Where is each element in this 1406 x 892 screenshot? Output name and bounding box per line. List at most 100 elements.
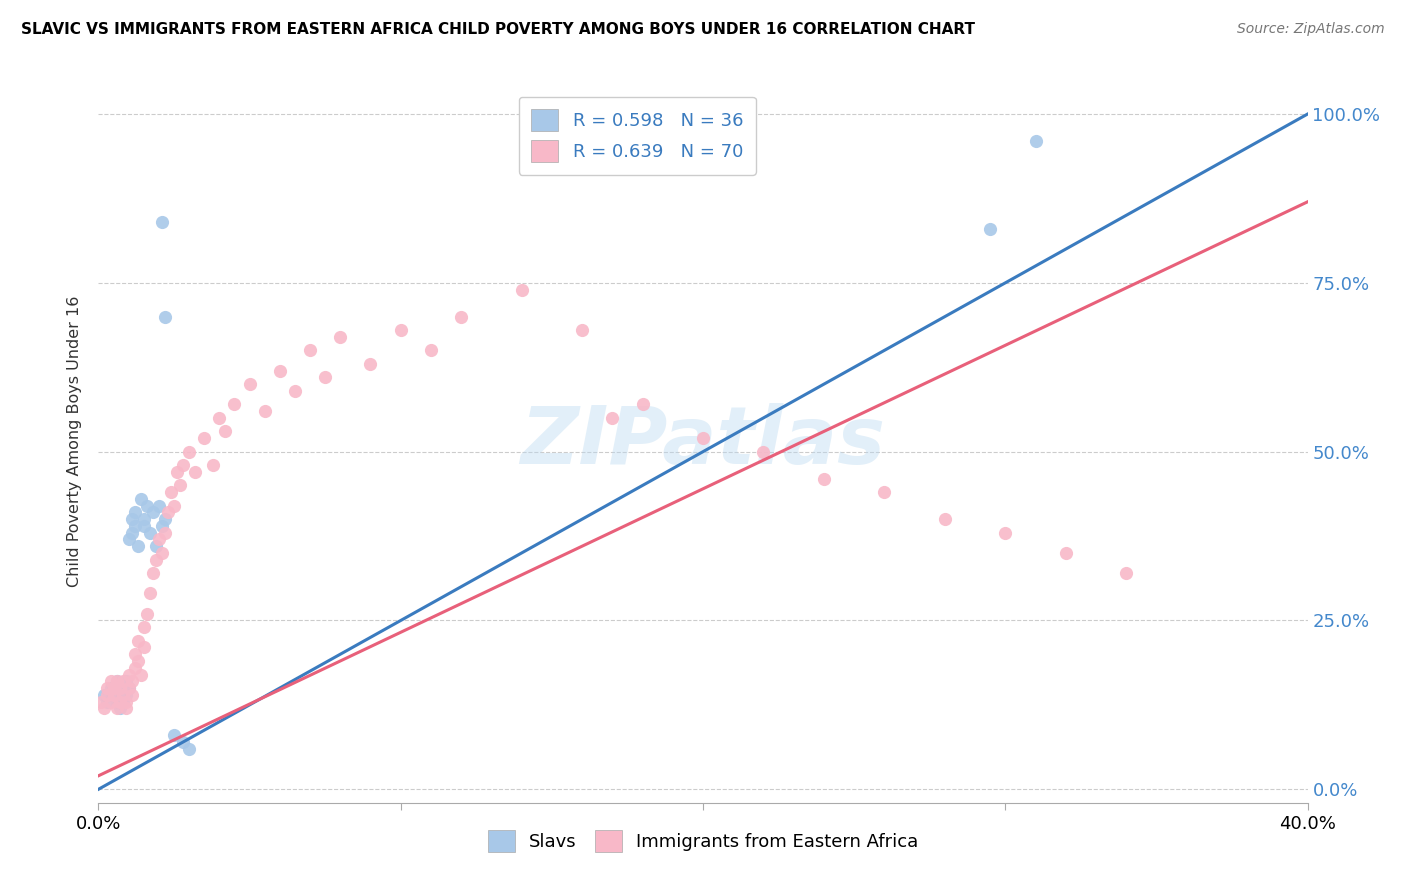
Point bbox=[135, 607, 157, 621]
Text: Source: ZipAtlas.com: Source: ZipAtlas.com bbox=[1237, 22, 1385, 37]
Point bbox=[100, 674, 122, 689]
Point bbox=[360, 357, 382, 371]
Point bbox=[148, 499, 170, 513]
Point bbox=[224, 397, 246, 411]
Point bbox=[139, 586, 162, 600]
Point bbox=[813, 472, 835, 486]
Point bbox=[184, 465, 207, 479]
Point bbox=[153, 525, 176, 540]
Point bbox=[118, 681, 141, 695]
Point bbox=[510, 283, 533, 297]
Point bbox=[979, 222, 1001, 236]
Point bbox=[208, 411, 231, 425]
Point bbox=[96, 688, 118, 702]
Point bbox=[96, 681, 118, 695]
Point bbox=[299, 343, 322, 358]
Point bbox=[602, 411, 624, 425]
Point bbox=[284, 384, 307, 398]
Point bbox=[111, 688, 134, 702]
Point bbox=[214, 425, 236, 439]
Point bbox=[108, 688, 131, 702]
Point bbox=[108, 701, 131, 715]
Point bbox=[121, 512, 143, 526]
Point bbox=[169, 478, 191, 492]
Point bbox=[172, 458, 194, 472]
Point bbox=[103, 681, 125, 695]
Point bbox=[127, 633, 149, 648]
Point bbox=[114, 694, 136, 708]
Point bbox=[145, 552, 167, 566]
Text: ZIPatlas: ZIPatlas bbox=[520, 402, 886, 481]
Point bbox=[108, 694, 131, 708]
Legend: Slavs, Immigrants from Eastern Africa: Slavs, Immigrants from Eastern Africa bbox=[477, 819, 929, 863]
Point bbox=[127, 654, 149, 668]
Point bbox=[150, 546, 173, 560]
Point bbox=[111, 681, 134, 695]
Point bbox=[129, 667, 152, 681]
Point bbox=[156, 505, 179, 519]
Point bbox=[142, 505, 165, 519]
Point bbox=[163, 499, 186, 513]
Point bbox=[752, 444, 775, 458]
Point bbox=[121, 674, 143, 689]
Point bbox=[105, 674, 128, 689]
Point bbox=[150, 519, 173, 533]
Point bbox=[105, 674, 128, 689]
Point bbox=[153, 512, 176, 526]
Point bbox=[160, 485, 183, 500]
Point bbox=[105, 694, 128, 708]
Point bbox=[124, 505, 146, 519]
Point bbox=[253, 404, 276, 418]
Point bbox=[994, 525, 1017, 540]
Point bbox=[124, 661, 146, 675]
Point bbox=[132, 620, 155, 634]
Point bbox=[127, 539, 149, 553]
Point bbox=[193, 431, 215, 445]
Point bbox=[124, 647, 146, 661]
Point bbox=[114, 688, 136, 702]
Point bbox=[90, 694, 112, 708]
Point bbox=[1115, 566, 1137, 581]
Point bbox=[111, 674, 134, 689]
Point bbox=[269, 364, 291, 378]
Point bbox=[118, 681, 141, 695]
Point bbox=[172, 735, 194, 749]
Point bbox=[121, 688, 143, 702]
Point bbox=[329, 330, 352, 344]
Point bbox=[103, 688, 125, 702]
Point bbox=[142, 566, 165, 581]
Point bbox=[163, 728, 186, 742]
Point bbox=[150, 215, 173, 229]
Point bbox=[118, 667, 141, 681]
Point bbox=[129, 491, 152, 506]
Point bbox=[631, 397, 654, 411]
Point bbox=[100, 681, 122, 695]
Point bbox=[121, 525, 143, 540]
Point bbox=[114, 674, 136, 689]
Point bbox=[571, 323, 593, 337]
Point bbox=[93, 688, 115, 702]
Point bbox=[96, 694, 118, 708]
Point bbox=[132, 512, 155, 526]
Point bbox=[692, 431, 714, 445]
Point bbox=[389, 323, 412, 337]
Point bbox=[450, 310, 472, 324]
Point bbox=[132, 640, 155, 655]
Point bbox=[93, 701, 115, 715]
Point bbox=[1054, 546, 1077, 560]
Point bbox=[148, 533, 170, 547]
Point bbox=[124, 519, 146, 533]
Y-axis label: Child Poverty Among Boys Under 16: Child Poverty Among Boys Under 16 bbox=[67, 296, 83, 587]
Point bbox=[103, 688, 125, 702]
Point bbox=[934, 512, 956, 526]
Point bbox=[118, 533, 141, 547]
Point bbox=[873, 485, 896, 500]
Point bbox=[420, 343, 443, 358]
Text: SLAVIC VS IMMIGRANTS FROM EASTERN AFRICA CHILD POVERTY AMONG BOYS UNDER 16 CORRE: SLAVIC VS IMMIGRANTS FROM EASTERN AFRICA… bbox=[21, 22, 976, 37]
Point bbox=[1024, 134, 1046, 148]
Point bbox=[239, 377, 262, 392]
Point bbox=[139, 525, 162, 540]
Point bbox=[166, 465, 188, 479]
Point bbox=[145, 539, 167, 553]
Point bbox=[108, 681, 131, 695]
